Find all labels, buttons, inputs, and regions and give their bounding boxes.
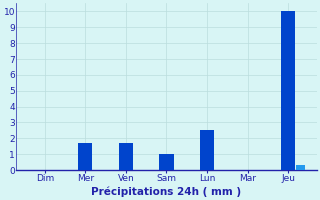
Bar (296, 165, 305, 170)
Bar (281, 11, 295, 170)
Bar (200, 130, 214, 170)
Bar (78, 143, 92, 170)
X-axis label: Précipitations 24h ( mm ): Précipitations 24h ( mm ) (92, 186, 242, 197)
Bar (159, 154, 173, 170)
Bar (119, 143, 133, 170)
